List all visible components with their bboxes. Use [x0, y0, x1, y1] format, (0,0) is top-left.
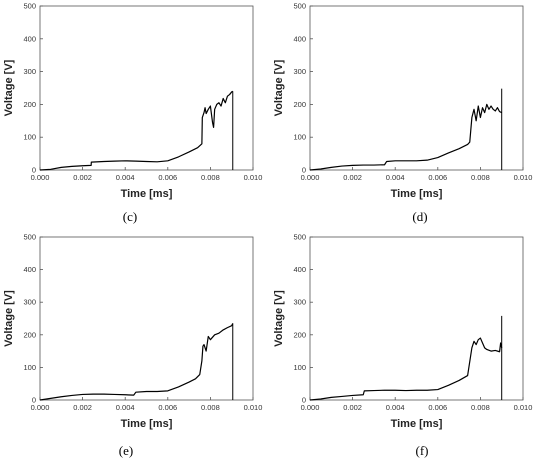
series-line: [309, 103, 502, 171]
y-tick-label: 200: [23, 100, 36, 109]
y-tick-label: 400: [23, 265, 36, 274]
plot-frame: [309, 236, 524, 401]
y-tick-label: 0: [302, 166, 306, 175]
y-tick-label: 400: [23, 34, 36, 43]
y-tick-label: 0: [32, 166, 36, 175]
y-axis-title: Voltage [V]: [273, 290, 285, 347]
x-tick-label: 0.008: [471, 173, 490, 182]
x-tick-label: 0.006: [158, 403, 177, 412]
series-line: [39, 323, 234, 401]
chart-panel: 0.000 0.002 0.004 0.006 0.008 0.010 0 100 200 300…: [273, 233, 532, 459]
x-tick-label: 0.002: [73, 403, 92, 412]
panel-label: (c): [123, 209, 137, 224]
x-tick-label: 0.004: [386, 403, 405, 412]
x-tick-label: 0.002: [343, 403, 362, 412]
y-tick-label: 400: [293, 34, 306, 43]
panel-label: (d): [412, 209, 427, 224]
x-tick-label: 0.010: [244, 403, 263, 412]
x-axis-title: Time [ms]: [121, 188, 173, 200]
x-tick-label: 0.004: [116, 173, 135, 182]
chart-panel: 0.000 0.002 0.004 0.006 0.008 0.010 0 100 200 300…: [273, 2, 532, 225]
x-tick-label: 0.008: [201, 403, 220, 412]
y-tick-label: 100: [293, 363, 306, 372]
x-tick-label: 0.000: [31, 173, 50, 182]
y-tick-label: 500: [23, 233, 36, 242]
series-line: [309, 337, 503, 401]
x-tick-label: 0.000: [31, 403, 50, 412]
y-axis-title: Voltage [V]: [3, 59, 15, 116]
y-tick-label: 100: [293, 133, 306, 142]
x-tick-label: 0.006: [158, 173, 177, 182]
y-tick-label: 400: [293, 265, 306, 274]
chart-panel: 0.000 0.002 0.004 0.006 0.008 0.010 0 100 200 300…: [3, 233, 262, 459]
x-tick-label: 0.004: [386, 173, 405, 182]
plot-frame: [39, 236, 254, 401]
plot-frame: [39, 5, 254, 171]
y-tick-label: 500: [293, 233, 306, 242]
x-tick-label: 0.006: [428, 173, 447, 182]
y-tick-label: 200: [293, 100, 306, 109]
x-axis-title: Time [ms]: [121, 418, 173, 430]
x-tick-label: 0.000: [301, 173, 320, 182]
x-tick-label: 0.006: [428, 403, 447, 412]
plot-frame: [309, 5, 524, 171]
y-tick-label: 500: [23, 2, 36, 11]
y-tick-label: 100: [23, 363, 36, 372]
y-tick-label: 0: [302, 396, 306, 405]
y-tick-label: 500: [293, 2, 306, 11]
x-tick-label: 0.010: [514, 173, 533, 182]
y-tick-label: 0: [32, 396, 36, 405]
x-tick-label: 0.010: [514, 403, 533, 412]
x-axis-title: Time [ms]: [391, 188, 443, 200]
y-tick-label: 200: [23, 330, 36, 339]
panel-label: (f): [416, 443, 429, 458]
y-tick-label: 200: [293, 330, 306, 339]
x-tick-label: 0.008: [471, 403, 490, 412]
y-axis-title: Voltage [V]: [3, 290, 15, 347]
series-line: [39, 90, 234, 171]
x-tick-label: 0.004: [116, 403, 135, 412]
panel-label: (e): [119, 443, 133, 458]
x-tick-label: 0.010: [244, 173, 263, 182]
y-tick-label: 300: [23, 67, 36, 76]
x-axis-title: Time [ms]: [391, 418, 443, 430]
y-tick-label: 300: [293, 298, 306, 307]
x-tick-label: 0.000: [301, 403, 320, 412]
y-tick-label: 300: [293, 67, 306, 76]
x-tick-label: 0.002: [343, 173, 362, 182]
y-tick-label: 100: [23, 133, 36, 142]
chart-panel: 0.000 0.002 0.004 0.006 0.008 0.010 0 100 200 300…: [3, 2, 262, 225]
x-tick-label: 0.002: [73, 173, 92, 182]
x-tick-label: 0.008: [201, 173, 220, 182]
y-tick-label: 300: [23, 298, 36, 307]
y-axis-title: Voltage [V]: [273, 59, 285, 116]
